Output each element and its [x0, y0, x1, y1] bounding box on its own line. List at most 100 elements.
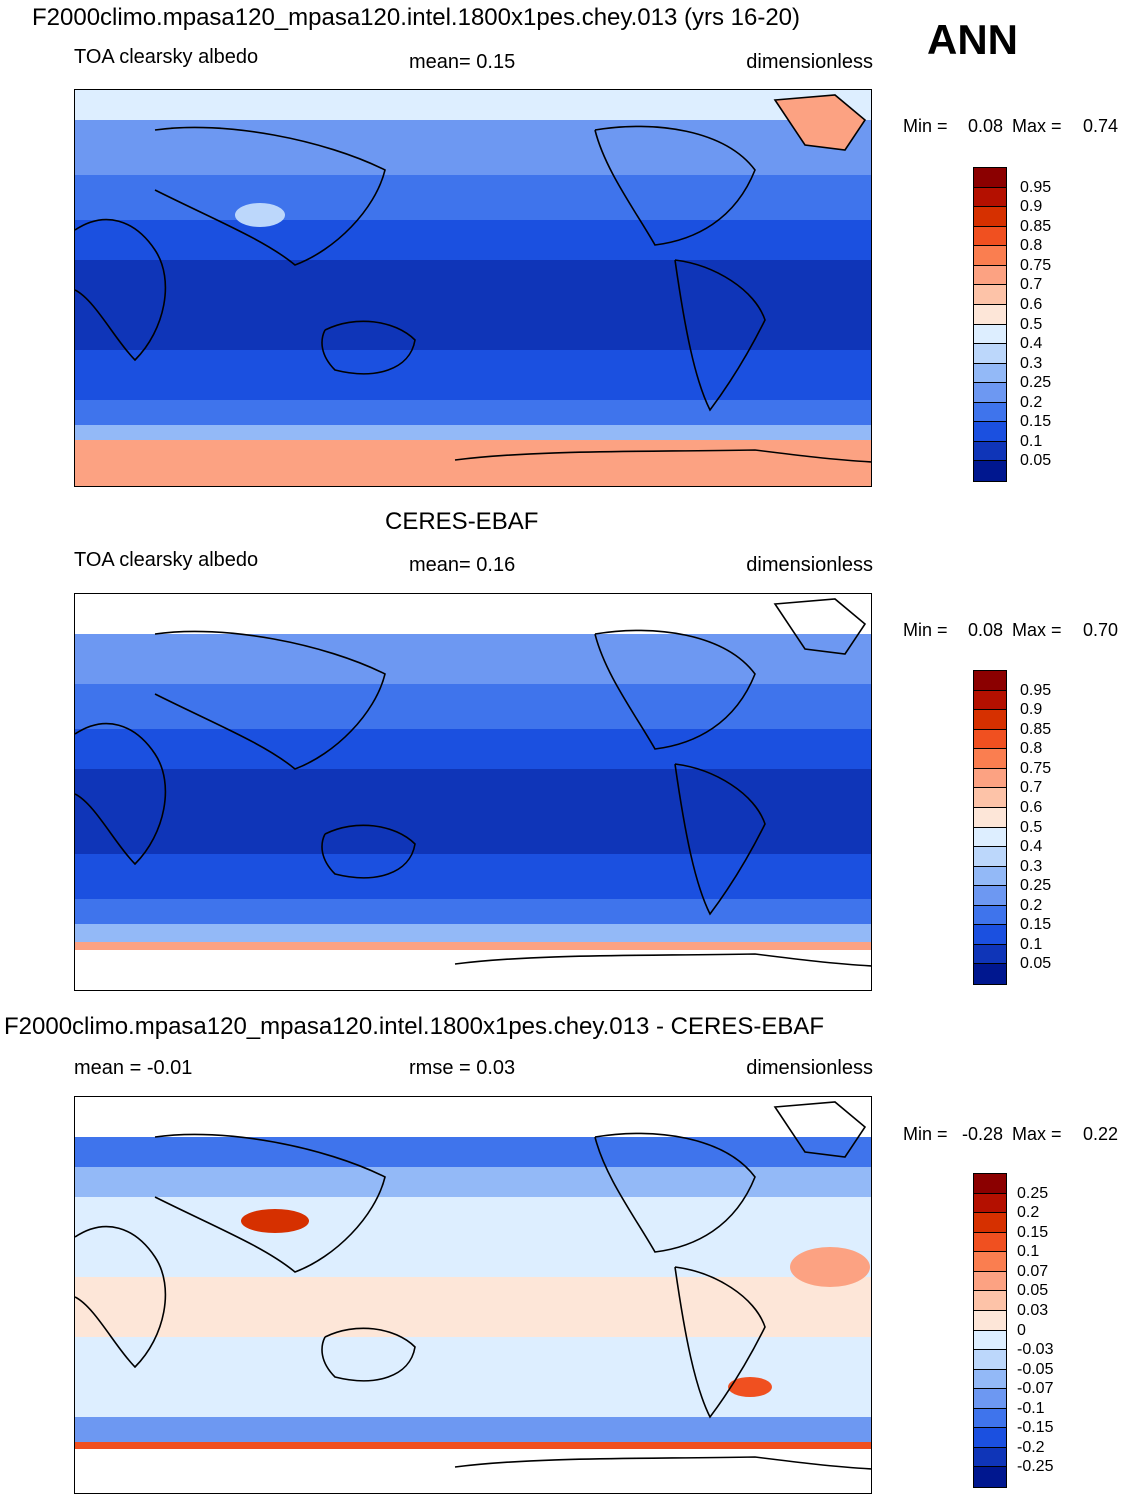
panel3-min-value: -0.28 [962, 1124, 1004, 1144]
panel2-band-seaice [75, 924, 871, 942]
panel2-colorbar [973, 670, 1007, 985]
colorbar-swatch [974, 344, 1006, 364]
colorbar-tick-label: 0.7 [1020, 779, 1043, 797]
panel2-max-label: Max = [1012, 620, 1062, 640]
colorbar-swatch [974, 207, 1006, 227]
panel1-min-value: 0.08 [968, 116, 1004, 136]
panel2-min-value: 0.08 [968, 620, 1004, 640]
colorbar-swatch [974, 265, 1006, 286]
colorbar-swatch [974, 246, 1006, 266]
colorbar-tick-label: 0.7 [1020, 276, 1043, 294]
panel2-map [74, 593, 872, 991]
colorbar-swatch [974, 866, 1006, 887]
colorbar-swatch [974, 925, 1006, 945]
colorbar-swatch [974, 461, 1006, 481]
panel2-band-missing-north [75, 594, 871, 634]
colorbar-tick-label: 0.5 [1020, 315, 1043, 333]
panel3-mean-label: mean = -0.01 [74, 1057, 193, 1079]
colorbar-swatch [974, 226, 1006, 247]
colorbar-tick-label: -0.2 [1017, 1438, 1045, 1456]
colorbar-swatch [974, 324, 1006, 345]
panel3-band-highlat-north [75, 1137, 871, 1167]
colorbar-swatch [974, 1330, 1006, 1351]
colorbar-swatch [974, 1467, 1006, 1487]
colorbar-swatch [974, 944, 1006, 965]
colorbar-tick-label: 0.95 [1020, 681, 1052, 699]
panel3-band-midlat-north [75, 1167, 871, 1197]
panel3-band-tropics [75, 1277, 871, 1337]
colorbar-tick-label: 0.6 [1020, 798, 1043, 816]
panel1-tibet-high [235, 203, 285, 227]
colorbar-tick-label: 0.75 [1020, 256, 1052, 274]
panel2-max-value: 0.70 [1083, 620, 1119, 640]
panel3-band-subtropics-south [75, 1337, 871, 1417]
colorbar-swatch [974, 788, 1006, 808]
colorbar-tick-label: -0.25 [1017, 1458, 1054, 1476]
colorbar-tick-label: 0 [1017, 1321, 1026, 1339]
colorbar-tick-label: 0.5 [1020, 818, 1043, 836]
colorbar-tick-label: 0.25 [1017, 1184, 1049, 1202]
colorbar-tick-label: 0.8 [1020, 237, 1043, 255]
colorbar-tick-label: -0.15 [1017, 1419, 1054, 1437]
colorbar-swatch [974, 1408, 1006, 1429]
colorbar-swatch [974, 671, 1006, 691]
panel1-band-subtropics-north [75, 220, 871, 260]
colorbar-tick-label: 0.05 [1020, 452, 1052, 470]
panel2-variable-label: TOA clearsky albedo [74, 549, 259, 571]
colorbar-swatch [974, 1369, 1006, 1390]
colorbar-tick-label: 0.6 [1020, 295, 1043, 313]
run-title: F2000climo.mpasa120_mpasa120.intel.1800x… [32, 4, 801, 31]
colorbar-tick-label: 0.2 [1017, 1204, 1040, 1222]
colorbar-swatch [974, 768, 1006, 789]
colorbar-tick-label: 0.9 [1020, 701, 1043, 719]
colorbar-swatch [974, 710, 1006, 730]
colorbar-tick-label: -0.05 [1017, 1360, 1054, 1378]
colorbar-tick-label: 0.1 [1020, 935, 1043, 953]
colorbar-swatch [974, 1252, 1006, 1272]
colorbar-swatch [974, 1310, 1006, 1331]
colorbar-swatch [974, 1291, 1006, 1311]
colorbar-swatch [974, 1174, 1006, 1194]
colorbar-swatch [974, 363, 1006, 384]
panel3-rmse-label: rmse = 0.03 [409, 1057, 516, 1079]
panel3-band-subtropics-north [75, 1197, 871, 1277]
colorbar-tick-label: 0.95 [1020, 178, 1052, 196]
panel2-mean-label: mean= 0.16 [409, 554, 516, 576]
panel2-band-southern-ocean [75, 899, 871, 924]
colorbar-swatch [974, 285, 1006, 305]
panel3-band-ice-edge [75, 1442, 871, 1449]
colorbar-tick-label: 0.15 [1020, 916, 1052, 934]
panel2-min-label: Min = [903, 620, 948, 640]
colorbar-tick-label: 0.85 [1020, 720, 1052, 738]
colorbar-tick-label: 0.3 [1020, 857, 1043, 875]
colorbar-swatch [974, 1271, 1006, 1292]
colorbar-swatch [974, 847, 1006, 867]
panel2-band-highlat-north [75, 634, 871, 684]
colorbar-swatch [974, 1350, 1006, 1370]
colorbar-swatch [974, 729, 1006, 750]
colorbar-swatch [974, 1428, 1006, 1448]
season-label: ANN [927, 16, 1018, 63]
panel1-band-tropics [75, 260, 871, 350]
colorbar-tick-label: 0.05 [1017, 1282, 1049, 1300]
colorbar-swatch [974, 304, 1006, 325]
panel3-min-label: Min = [903, 1124, 948, 1144]
colorbar-tick-label: 0.75 [1020, 759, 1052, 777]
panel1-units-label: dimensionless [746, 51, 873, 73]
colorbar-swatch [974, 402, 1006, 423]
panel3-title: F2000climo.mpasa120_mpasa120.intel.1800x… [4, 1013, 825, 1040]
colorbar-swatch [974, 827, 1006, 848]
colorbar-tick-label: 0.07 [1017, 1262, 1049, 1280]
panel1-colorbar [973, 167, 1007, 482]
panel3-band-southern-ocean [75, 1417, 871, 1442]
panel2-band-tropics [75, 769, 871, 854]
panel1-band-seaice [75, 425, 871, 440]
panel1-band-highlat-north [75, 120, 871, 175]
colorbar-swatch [974, 383, 1006, 403]
colorbar-tick-label: 0.03 [1017, 1301, 1049, 1319]
colorbar-tick-label: 0.85 [1020, 217, 1052, 235]
panel3-southamerica-anomaly [728, 1377, 772, 1397]
colorbar-swatch [974, 807, 1006, 828]
colorbar-swatch [974, 690, 1006, 711]
panel2-units-label: dimensionless [746, 554, 873, 576]
